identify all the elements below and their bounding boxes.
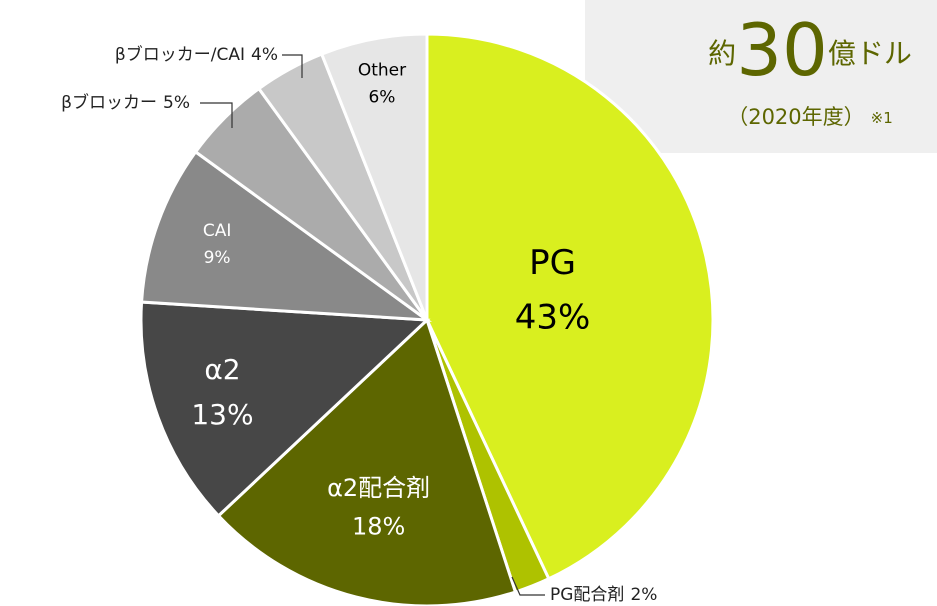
slice-label: βブロッカー/CAI 4%: [115, 44, 278, 65]
value-label: 5%: [163, 93, 190, 113]
value-label: 2%: [630, 585, 657, 605]
total-box: [585, 0, 937, 153]
value-label: 18%: [352, 513, 405, 541]
category-label: CAI: [203, 221, 232, 241]
category-label: PG配合剤: [550, 585, 624, 605]
category-label: Other: [358, 60, 406, 80]
category-label: PG: [529, 243, 576, 283]
pie-slice: [139, 149, 433, 322]
category-label: α2配合剤: [327, 474, 430, 502]
note: ※1: [871, 109, 893, 127]
value-label: 13%: [191, 398, 253, 431]
pie-slice: [216, 317, 518, 606]
value-label: 6%: [368, 88, 395, 108]
pie-slice: [319, 32, 429, 321]
value-label: 9%: [204, 248, 231, 268]
total-text: 約30億ドル: [708, 8, 912, 92]
leader-line: [200, 102, 233, 128]
value-label: 4%: [251, 45, 278, 65]
total-prefix: 約: [708, 37, 736, 70]
leader-line: [282, 54, 303, 78]
pie-slice: [139, 300, 431, 518]
slice-label: PG配合剤 2%: [550, 585, 657, 605]
leader-line: [511, 576, 545, 596]
slice-label: βブロッカー 5%: [61, 92, 190, 113]
period-text: （2020年度） ※1: [727, 105, 893, 129]
pie-slice: [425, 32, 715, 581]
category-label: βブロッカー/CAI: [115, 44, 245, 65]
total-amount: 30: [736, 8, 828, 92]
total-suffix: 億ドル: [828, 37, 912, 70]
period: （2020年度）: [727, 105, 864, 129]
category-label: α2: [204, 353, 240, 386]
category-label: βブロッカー: [61, 92, 157, 113]
value-label: 43%: [515, 298, 591, 338]
